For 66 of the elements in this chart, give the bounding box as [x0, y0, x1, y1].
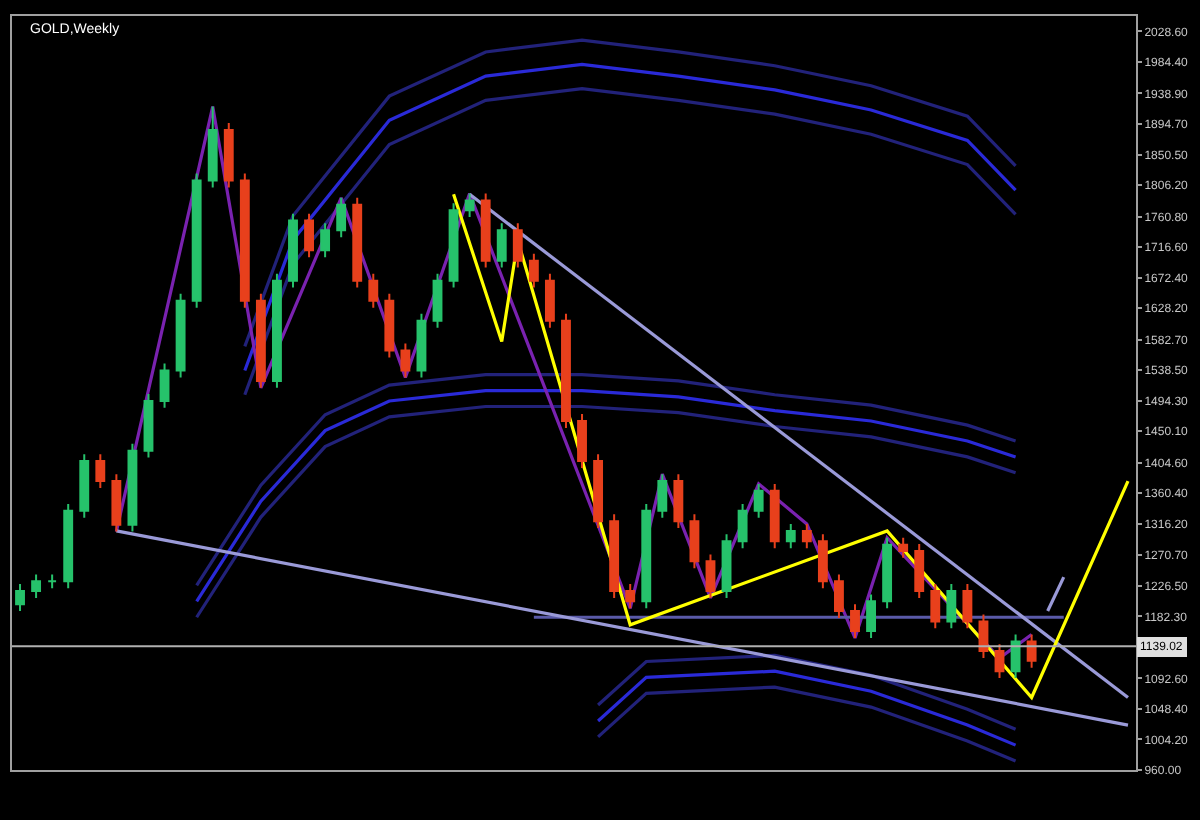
candlestick	[544, 272, 555, 329]
candlestick	[1026, 633, 1037, 669]
candlestick	[641, 502, 652, 610]
candlestick	[689, 513, 700, 570]
candlestick	[239, 172, 250, 309]
candlestick	[79, 453, 90, 519]
candlestick	[705, 553, 716, 599]
candlestick	[464, 192, 475, 219]
candlestick	[817, 533, 828, 590]
candlestick	[432, 272, 443, 329]
candlestick	[994, 643, 1005, 680]
line-series	[596, 685, 1018, 763]
candlestick	[352, 196, 363, 289]
candlestick	[673, 473, 684, 530]
candlestick	[785, 522, 796, 550]
candlestick	[914, 543, 925, 599]
candlestick	[143, 393, 154, 459]
candlestick	[561, 312, 571, 429]
candlestick	[866, 593, 876, 639]
candlestick	[930, 583, 941, 630]
candlestick	[882, 536, 893, 610]
candlestick	[288, 212, 298, 289]
candlestick	[223, 122, 234, 189]
candlestick	[127, 442, 138, 533]
candlestick	[898, 536, 909, 559]
line-series	[596, 669, 1018, 747]
candlestick	[304, 212, 314, 259]
candlestick	[512, 222, 523, 269]
candlestick	[175, 292, 186, 379]
candlestick	[593, 453, 604, 530]
candlestick	[111, 473, 122, 533]
candlestick	[577, 413, 587, 469]
candlestick	[528, 252, 539, 289]
candlestick	[753, 482, 764, 519]
candlestick	[320, 222, 331, 259]
candlestick	[400, 342, 411, 379]
candlestick	[721, 533, 732, 599]
candlestick	[625, 583, 636, 610]
candlestick	[368, 272, 379, 309]
candlestick	[416, 312, 427, 379]
candlestick	[496, 222, 507, 269]
candlestick	[769, 482, 780, 550]
line-series	[596, 653, 1018, 731]
candlestick	[191, 172, 202, 309]
candlestick	[657, 473, 668, 519]
candlestick	[207, 105, 218, 189]
candlestick	[63, 502, 74, 590]
candlestick	[480, 192, 491, 269]
candlestick	[1010, 633, 1021, 680]
candlestick	[834, 573, 844, 619]
candlestick	[95, 453, 106, 490]
candlestick	[801, 522, 812, 550]
candlestick	[448, 202, 459, 289]
candlestick	[159, 362, 170, 409]
candlestick	[31, 573, 42, 599]
candlestick	[962, 583, 973, 630]
candlestick	[336, 196, 347, 239]
candlestick	[946, 583, 957, 630]
candlestick	[609, 513, 620, 599]
candlestick	[272, 272, 282, 389]
candlestick	[850, 603, 860, 639]
candlestick	[255, 292, 266, 389]
candlestick	[737, 502, 748, 550]
candlestick	[384, 292, 395, 359]
candlestick	[15, 583, 25, 613]
candlestick	[47, 573, 58, 590]
